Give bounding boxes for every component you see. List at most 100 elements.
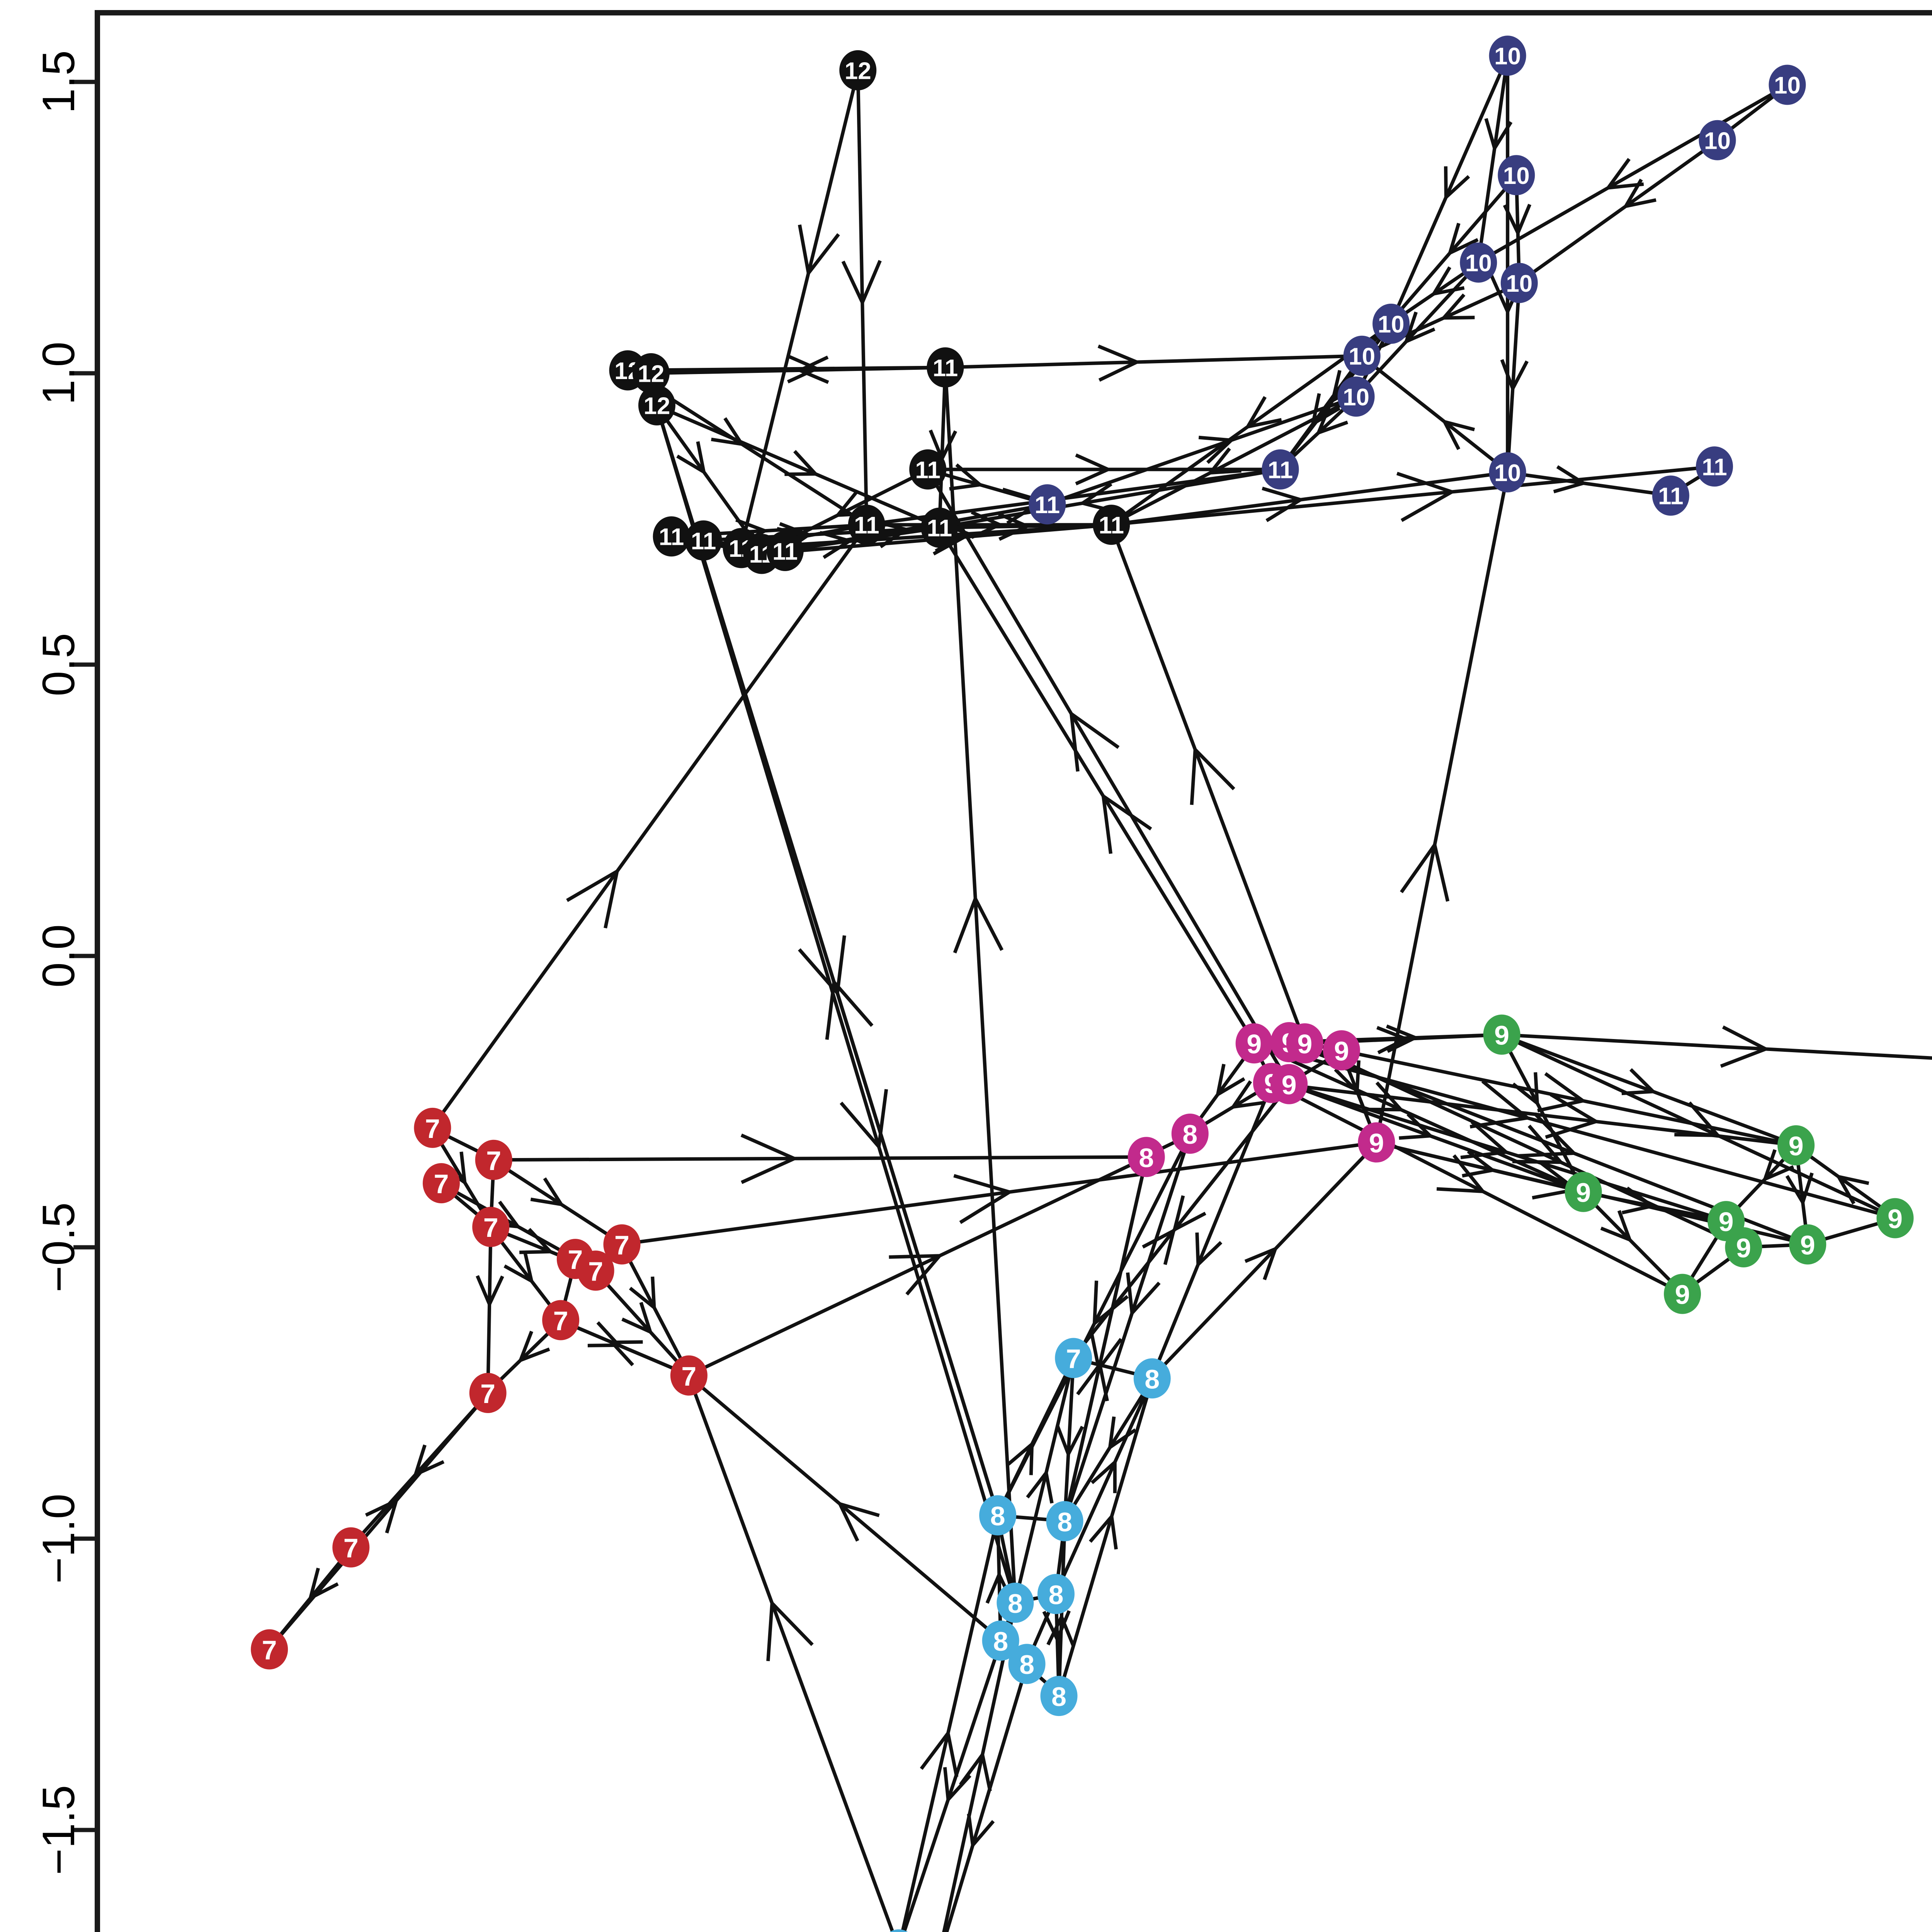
network-node[interactable]: 8	[1046, 1501, 1083, 1541]
node-marker[interactable]	[927, 347, 964, 388]
network-node[interactable]: 11	[909, 449, 947, 490]
node-marker[interactable]	[1055, 1338, 1092, 1378]
network-node[interactable]: 7	[414, 1107, 451, 1148]
node-marker[interactable]	[1008, 1644, 1046, 1684]
node-marker[interactable]	[332, 1527, 370, 1568]
network-node[interactable]: 10	[1372, 303, 1410, 344]
node-marker[interactable]	[997, 1582, 1034, 1623]
node-marker[interactable]	[839, 50, 877, 90]
network-node[interactable]: 9	[1270, 1064, 1308, 1104]
network-node[interactable]: 8	[979, 1495, 1017, 1536]
node-marker[interactable]	[472, 1207, 510, 1247]
network-node[interactable]: 11	[653, 516, 690, 557]
network-node[interactable]: 11	[1029, 484, 1066, 525]
network-node[interactable]: 11	[927, 347, 964, 388]
network-node[interactable]: 7	[251, 1629, 288, 1670]
node-marker[interactable]	[1337, 376, 1375, 417]
network-node[interactable]: 10	[1460, 242, 1497, 283]
node-marker[interactable]	[1498, 155, 1535, 196]
network-node[interactable]: 9	[1725, 1227, 1762, 1267]
node-marker[interactable]	[1652, 475, 1689, 516]
network-node[interactable]: 11	[848, 505, 885, 545]
node-marker[interactable]	[909, 449, 947, 490]
node-marker[interactable]	[1037, 1574, 1075, 1614]
node-marker[interactable]	[1270, 1064, 1308, 1104]
node-marker[interactable]	[469, 1373, 507, 1413]
node-marker[interactable]	[653, 516, 690, 557]
node-marker[interactable]	[1262, 449, 1299, 490]
network-node[interactable]: 12	[638, 385, 675, 425]
network-node[interactable]: 11	[766, 531, 804, 571]
network-node[interactable]: 8	[1171, 1113, 1209, 1154]
node-marker[interactable]	[1789, 1224, 1827, 1265]
network-node[interactable]: 12	[632, 353, 670, 393]
node-marker[interactable]	[982, 1620, 1019, 1661]
node-marker[interactable]	[979, 1495, 1017, 1536]
network-node[interactable]: 7	[542, 1300, 580, 1340]
network-node[interactable]: 8	[997, 1582, 1034, 1623]
node-marker[interactable]	[577, 1250, 614, 1291]
network-node[interactable]: 8	[982, 1620, 1019, 1661]
network-node[interactable]: 9	[1358, 1122, 1395, 1163]
network-node[interactable]: 9	[1664, 1274, 1701, 1314]
node-marker[interactable]	[1171, 1113, 1209, 1154]
node-marker[interactable]	[848, 505, 885, 545]
network-node[interactable]: 11	[685, 520, 722, 561]
node-marker[interactable]	[632, 353, 670, 393]
network-node[interactable]: 9	[1777, 1125, 1815, 1166]
node-marker[interactable]	[1777, 1125, 1815, 1166]
network-node[interactable]: 9	[1565, 1172, 1602, 1212]
node-marker[interactable]	[1664, 1274, 1701, 1314]
node-marker[interactable]	[1565, 1172, 1602, 1212]
node-marker[interactable]	[1372, 303, 1410, 344]
node-marker[interactable]	[766, 531, 804, 571]
network-node[interactable]: 8	[1128, 1137, 1165, 1177]
network-node[interactable]: 7	[577, 1250, 614, 1291]
network-node[interactable]: 10	[1343, 335, 1381, 376]
node-marker[interactable]	[414, 1107, 451, 1148]
node-marker[interactable]	[670, 1355, 707, 1396]
network-node[interactable]: 8	[880, 1929, 917, 1932]
network-node[interactable]: 7	[423, 1163, 460, 1204]
node-marker[interactable]	[1725, 1227, 1762, 1267]
network-node[interactable]: 7	[603, 1224, 641, 1265]
network-node[interactable]: 10	[1500, 263, 1538, 303]
node-marker[interactable]	[1093, 505, 1130, 545]
node-marker[interactable]	[475, 1139, 512, 1180]
network-node[interactable]: 8	[1133, 1358, 1171, 1399]
node-marker[interactable]	[1500, 263, 1538, 303]
network-node[interactable]: 7	[332, 1527, 370, 1568]
node-marker[interactable]	[1699, 120, 1736, 160]
network-node[interactable]: 11	[921, 507, 958, 548]
network-node[interactable]: 12	[839, 50, 877, 90]
network-node[interactable]: 10	[1489, 36, 1526, 76]
node-marker[interactable]	[1460, 242, 1497, 283]
node-marker[interactable]	[1323, 1030, 1360, 1071]
node-marker[interactable]	[1696, 446, 1733, 487]
network-node[interactable]: 9	[1286, 1023, 1323, 1064]
network-node[interactable]: 7	[1055, 1338, 1092, 1378]
node-marker[interactable]	[423, 1163, 460, 1204]
network-node[interactable]: 10	[1699, 120, 1736, 160]
node-marker[interactable]	[1046, 1501, 1083, 1541]
node-marker[interactable]	[1483, 1014, 1520, 1055]
network-node[interactable]: 8	[1040, 1676, 1078, 1716]
node-marker[interactable]	[1489, 36, 1526, 76]
network-node[interactable]: 10	[1769, 65, 1806, 105]
network-node[interactable]: 7	[670, 1355, 707, 1396]
network-node[interactable]: 9	[1483, 1014, 1520, 1055]
network-node[interactable]: 9	[1789, 1224, 1827, 1265]
network-node[interactable]: 11	[1093, 505, 1130, 545]
node-marker[interactable]	[1029, 484, 1066, 525]
node-marker[interactable]	[251, 1629, 288, 1670]
network-node[interactable]: 11	[1696, 446, 1733, 487]
network-node[interactable]: 8	[1037, 1574, 1075, 1614]
network-node[interactable]: 11	[1652, 475, 1689, 516]
node-marker[interactable]	[921, 507, 958, 548]
network-node[interactable]: 9	[1235, 1023, 1273, 1064]
node-marker[interactable]	[1489, 452, 1526, 493]
network-node[interactable]: 9	[1323, 1030, 1360, 1071]
node-marker[interactable]	[1358, 1122, 1395, 1163]
node-marker[interactable]	[1286, 1023, 1323, 1064]
node-marker[interactable]	[1235, 1023, 1273, 1064]
